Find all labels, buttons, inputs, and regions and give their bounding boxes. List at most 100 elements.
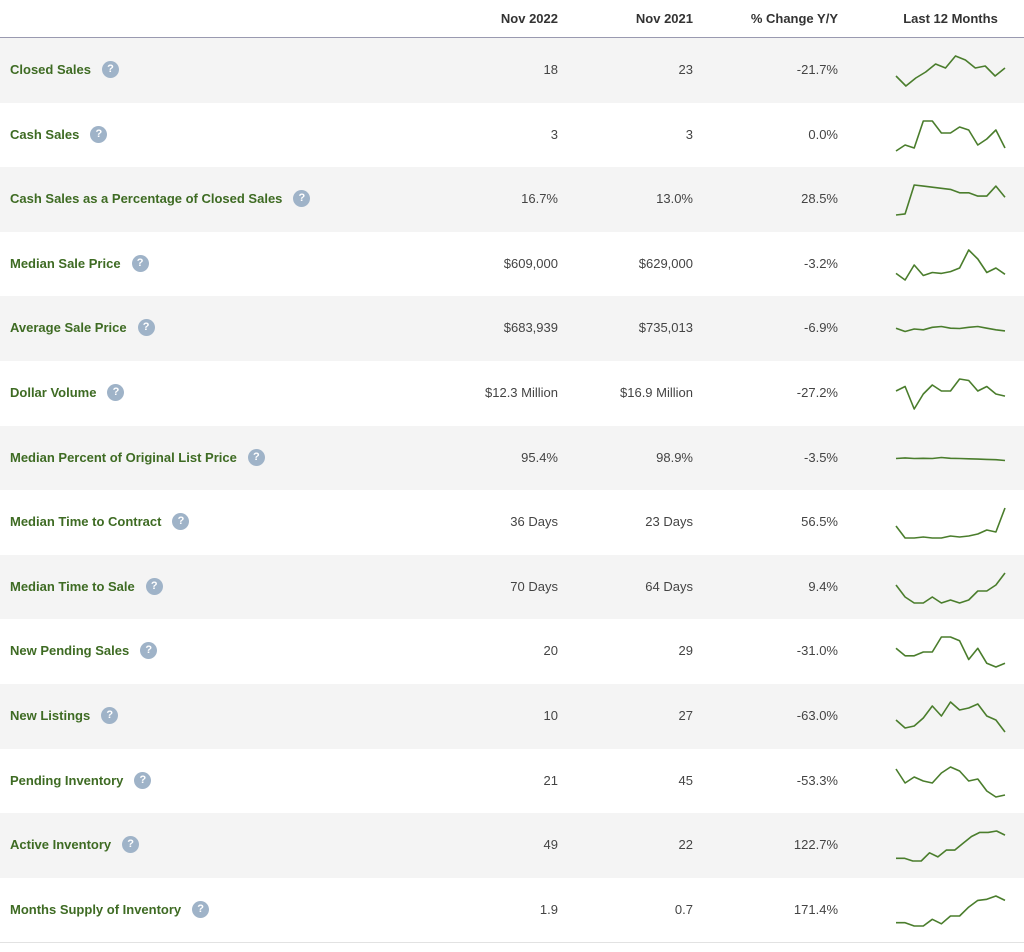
metric-label: New Listings? [10,684,119,749]
help-icon[interactable]: ? [140,642,158,660]
header-current-period: Nov 2022 [500,11,558,26]
metric-name: Average Sale Price [10,320,127,336]
sparkline-cash-sales-percentage [895,184,1006,216]
header-percent-change: % Change Y/Y [750,11,838,26]
current-value: $12.3 Million [485,384,558,400]
help-icon[interactable]: ? [172,513,190,531]
current-value: 36 Days [510,514,558,530]
sparkline-months-supply [896,894,1006,927]
current-value: 20 [543,643,558,659]
metric-label: New Pending Sales? [10,619,158,684]
metric-name: Pending Inventory [10,772,124,788]
sparkline-series-line [895,572,1006,604]
sparkline-series-line [895,184,1006,216]
help-icon[interactable]: ? [192,900,210,918]
help-icon[interactable]: ? [145,577,163,595]
metric-name: Median Percent of Original List Price [10,449,237,465]
percent-change-value: -63.0% [796,707,838,723]
prior-value: $16.9 Million [620,384,693,400]
table-row: Median Percent of Original List Price? 9… [0,425,1024,491]
sparkline-series-line [895,55,1006,87]
current-value: 3 [550,126,558,142]
percent-change-value: 171.4% [793,901,838,917]
prior-value: 27 [678,707,693,723]
sparkline-closed-sales [895,55,1006,87]
help-icon[interactable]: ? [101,61,119,79]
metric-label: Median Percent of Original List Price? [10,426,265,491]
sparkline-series-line [895,701,1006,733]
sparkline-median-percent-list-price [895,456,1006,461]
metric-label: Months Supply of Inventory? [10,878,210,943]
sparkline-median-time-to-sale [895,572,1006,604]
percent-change-value: 122.7% [793,837,838,853]
percent-change-value: -27.2% [796,384,838,400]
percent-change-value: 28.5% [801,191,838,207]
sparkline-series-line [895,326,1006,333]
help-icon[interactable]: ? [101,707,119,724]
metric-label: Median Time to Contract? [10,490,190,555]
table-row: Active Inventory? 49 22 122.7% [0,813,1024,878]
percent-change-value: 0.0% [808,126,838,142]
current-value: 70 Days [510,578,558,594]
metric-label: Closed Sales? [10,38,119,103]
current-value: 1.9 [539,901,558,917]
sparkline-series-line [895,456,1006,461]
table-body: Closed Sales? 18 23 -21.7% Cash Sales? 3… [0,38,1024,942]
current-value: 16.7% [521,191,558,207]
table-row: Pending Inventory? 21 45 -53.3% [0,749,1024,814]
help-icon[interactable]: ? [247,448,265,466]
current-value: 10 [543,707,558,723]
help-icon[interactable]: ? [137,319,155,337]
table-header: Nov 2022 Nov 2021 % Change Y/Y Last 12 M… [0,0,1024,38]
prior-value: 98.9% [656,449,693,465]
table-row: Average Sale Price? $683,939 $735,013 -6… [0,296,1024,361]
sparkline-median-sale-price [895,248,1006,281]
help-icon[interactable]: ? [122,836,140,854]
table-row: Months Supply of Inventory? 1.9 0.7 171.… [0,878,1024,943]
metric-name: Median Time to Sale [10,578,135,594]
sparkline-series-line [895,378,1006,410]
help-icon[interactable]: ? [131,254,149,272]
metric-label: Median Sale Price? [10,232,149,297]
percent-change-value: 56.5% [801,514,838,530]
prior-value: 13.0% [656,191,693,207]
prior-value: 45 [678,772,693,788]
metric-name: Dollar Volume [10,384,97,400]
metric-name: Closed Sales [10,62,91,77]
metric-label: Pending Inventory? [10,749,152,814]
help-icon[interactable]: ? [90,125,108,143]
current-value: 95.4% [521,449,558,465]
prior-value: 22 [678,837,693,853]
prior-value: 64 Days [645,578,693,594]
sparkline-series-line [896,830,1006,862]
metric-name: Months Supply of Inventory [10,901,182,917]
table-row: New Listings? 10 27 -63.0% [0,683,1024,749]
table-row: Median Time to Sale? 70 Days 64 Days 9.4… [0,554,1024,620]
table-row: Dollar Volume? $12.3 Million $16.9 Milli… [0,361,1024,426]
percent-change-value: 9.4% [808,578,838,594]
percent-change-value: -21.7% [796,62,838,77]
metric-name: Active Inventory [10,837,112,853]
metric-name: New Listings [10,707,91,723]
header-last-12-months: Last 12 Months [903,11,998,26]
current-value: 18 [543,62,558,77]
help-icon[interactable]: ? [107,384,125,402]
percent-change-value: -31.0% [796,643,838,659]
table-row: New Pending Sales? 20 29 -31.0% [0,619,1024,684]
sparkline-series-line [895,636,1006,669]
prior-value: 29 [678,643,693,659]
prior-value: $735,013 [638,320,693,336]
metric-label: Median Time to Sale? [10,555,163,620]
percent-change-value: -3.5% [804,449,838,465]
table-row: Cash Sales? 3 3 0.0% [0,103,1024,168]
metric-label: Active Inventory? [10,813,140,878]
metric-label: Average Sale Price? [10,296,155,361]
metric-name: Cash Sales as a Percentage of Closed Sal… [10,191,283,207]
metric-label: Cash Sales as a Percentage of Closed Sal… [10,167,311,232]
prior-value: 23 Days [645,514,693,530]
help-icon[interactable]: ? [134,771,152,789]
sparkline-series-line [895,248,1006,281]
sparkline-series-line [896,894,1006,927]
help-icon[interactable]: ? [293,190,311,208]
